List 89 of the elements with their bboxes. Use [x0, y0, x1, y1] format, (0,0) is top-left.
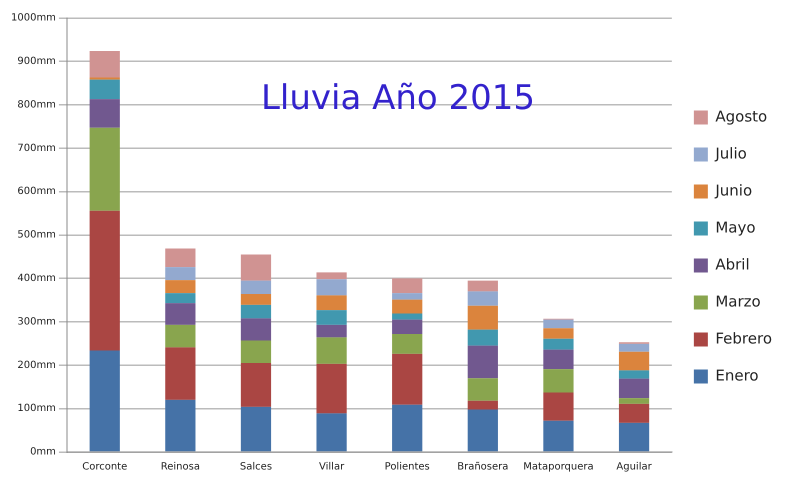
bar: [240, 340, 272, 364]
bar: [316, 279, 347, 296]
bar: [618, 404, 650, 423]
legend-label: Febrero: [715, 329, 772, 348]
bar: [240, 363, 272, 407]
text: Lluvia Año 2015: [260, 78, 536, 118]
legend-label: Abril: [715, 255, 750, 274]
bar: [90, 50, 120, 78]
bar: [90, 128, 120, 211]
bar: [618, 422, 650, 452]
y-tick-label: 900mm: [17, 56, 56, 67]
y-tick-label: 500mm: [17, 230, 56, 241]
bar: [316, 364, 347, 414]
y-tick-label: 600mm: [17, 186, 56, 198]
x-tick-label: Polientes: [384, 462, 430, 473]
bar: [240, 304, 272, 318]
bar: [468, 330, 498, 346]
bar: [618, 344, 650, 352]
bar: [392, 354, 422, 405]
y-tick-label: 100mm: [17, 403, 56, 414]
bar: [165, 280, 196, 294]
legend-label: Mayo: [715, 218, 756, 236]
y-tick-label: 400mm: [17, 272, 56, 284]
bar: [316, 413, 347, 452]
bar: [90, 210, 120, 350]
y-tick-label: 0mm: [30, 446, 56, 458]
bar: [618, 370, 650, 379]
bar: [543, 369, 574, 393]
x-tick-label: Aguilar: [616, 462, 653, 473]
bar: [90, 77, 120, 80]
bar: [392, 314, 422, 320]
x-tick-label: Brañosera: [457, 462, 508, 473]
legend-label: Junio: [714, 181, 752, 200]
bar: [543, 328, 574, 339]
bar: [240, 318, 272, 340]
bar: [240, 280, 272, 294]
bar: [165, 293, 196, 304]
bar: [165, 347, 196, 400]
legend-label: Agosto: [715, 107, 768, 126]
bar: [240, 294, 272, 305]
bar: [316, 337, 347, 364]
bar: [90, 350, 120, 452]
legend-label: Marzo: [715, 292, 761, 310]
bar: [468, 378, 498, 401]
legend-label: Enero: [715, 366, 759, 384]
bar: [468, 291, 498, 306]
x-tick-label: Reinosa: [160, 462, 200, 473]
bar: [543, 350, 574, 370]
bar: [316, 324, 347, 338]
x-tick-label: Villar: [318, 462, 346, 473]
y-tick-label: 300mm: [17, 316, 56, 328]
x-tick-label: Salces: [240, 462, 272, 473]
bar: [165, 303, 196, 325]
bar: [165, 324, 196, 348]
bar: [316, 272, 347, 280]
bar: [316, 310, 347, 325]
bar: [392, 404, 422, 452]
bar: [468, 280, 498, 292]
y-tick-label: 200mm: [17, 360, 56, 371]
bar: [618, 398, 650, 404]
x-tick-label: Mataporquera: [523, 462, 594, 473]
bar: [468, 306, 498, 330]
legend-label: Julio: [714, 144, 747, 162]
bar: [316, 295, 347, 310]
y-tick-label: 700mm: [17, 142, 56, 154]
bar: [90, 99, 120, 128]
bar: [468, 409, 498, 452]
bar: [392, 278, 422, 294]
bar: [543, 392, 574, 421]
bar: [618, 352, 650, 370]
bar: [392, 334, 422, 354]
bar: [543, 320, 574, 328]
bar: [165, 400, 196, 452]
y-tick-label: 1000mm: [10, 12, 56, 24]
bar: [392, 320, 422, 334]
bar: [392, 293, 422, 300]
bar: [392, 300, 422, 314]
bar: [468, 346, 498, 378]
y-tick-label: 800mm: [17, 99, 56, 110]
bar: [165, 248, 196, 268]
bar: [468, 400, 498, 410]
bar: [240, 406, 272, 452]
bar: [543, 420, 574, 452]
bar: [240, 254, 272, 281]
bar: [618, 378, 650, 398]
x-tick-label: Corconte: [82, 462, 128, 473]
bar: [90, 80, 120, 100]
bar: [165, 267, 196, 280]
bar: [543, 338, 574, 350]
